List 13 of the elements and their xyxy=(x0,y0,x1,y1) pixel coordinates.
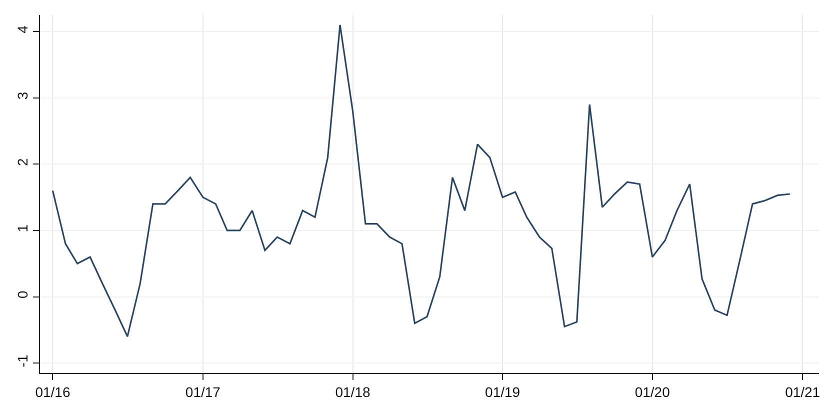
x-tick-label: 01/17 xyxy=(185,384,221,400)
y-tick-label: 3 xyxy=(14,92,30,100)
x-tick-label: 01/20 xyxy=(634,384,670,400)
x-tick-label: 01/18 xyxy=(335,384,370,400)
y-tick-label: 1 xyxy=(14,224,30,232)
line-series xyxy=(52,24,791,338)
y-tick-label: 0 xyxy=(14,290,30,299)
x-tick-label: 01/16 xyxy=(35,384,70,400)
y-tick-label: 4 xyxy=(14,25,30,34)
y-tick-label: 2 xyxy=(14,158,30,166)
x-tick-label: 01/19 xyxy=(485,384,520,400)
x-tick-label: 01/21 xyxy=(785,384,820,400)
y-tick-label: -1 xyxy=(14,354,30,368)
